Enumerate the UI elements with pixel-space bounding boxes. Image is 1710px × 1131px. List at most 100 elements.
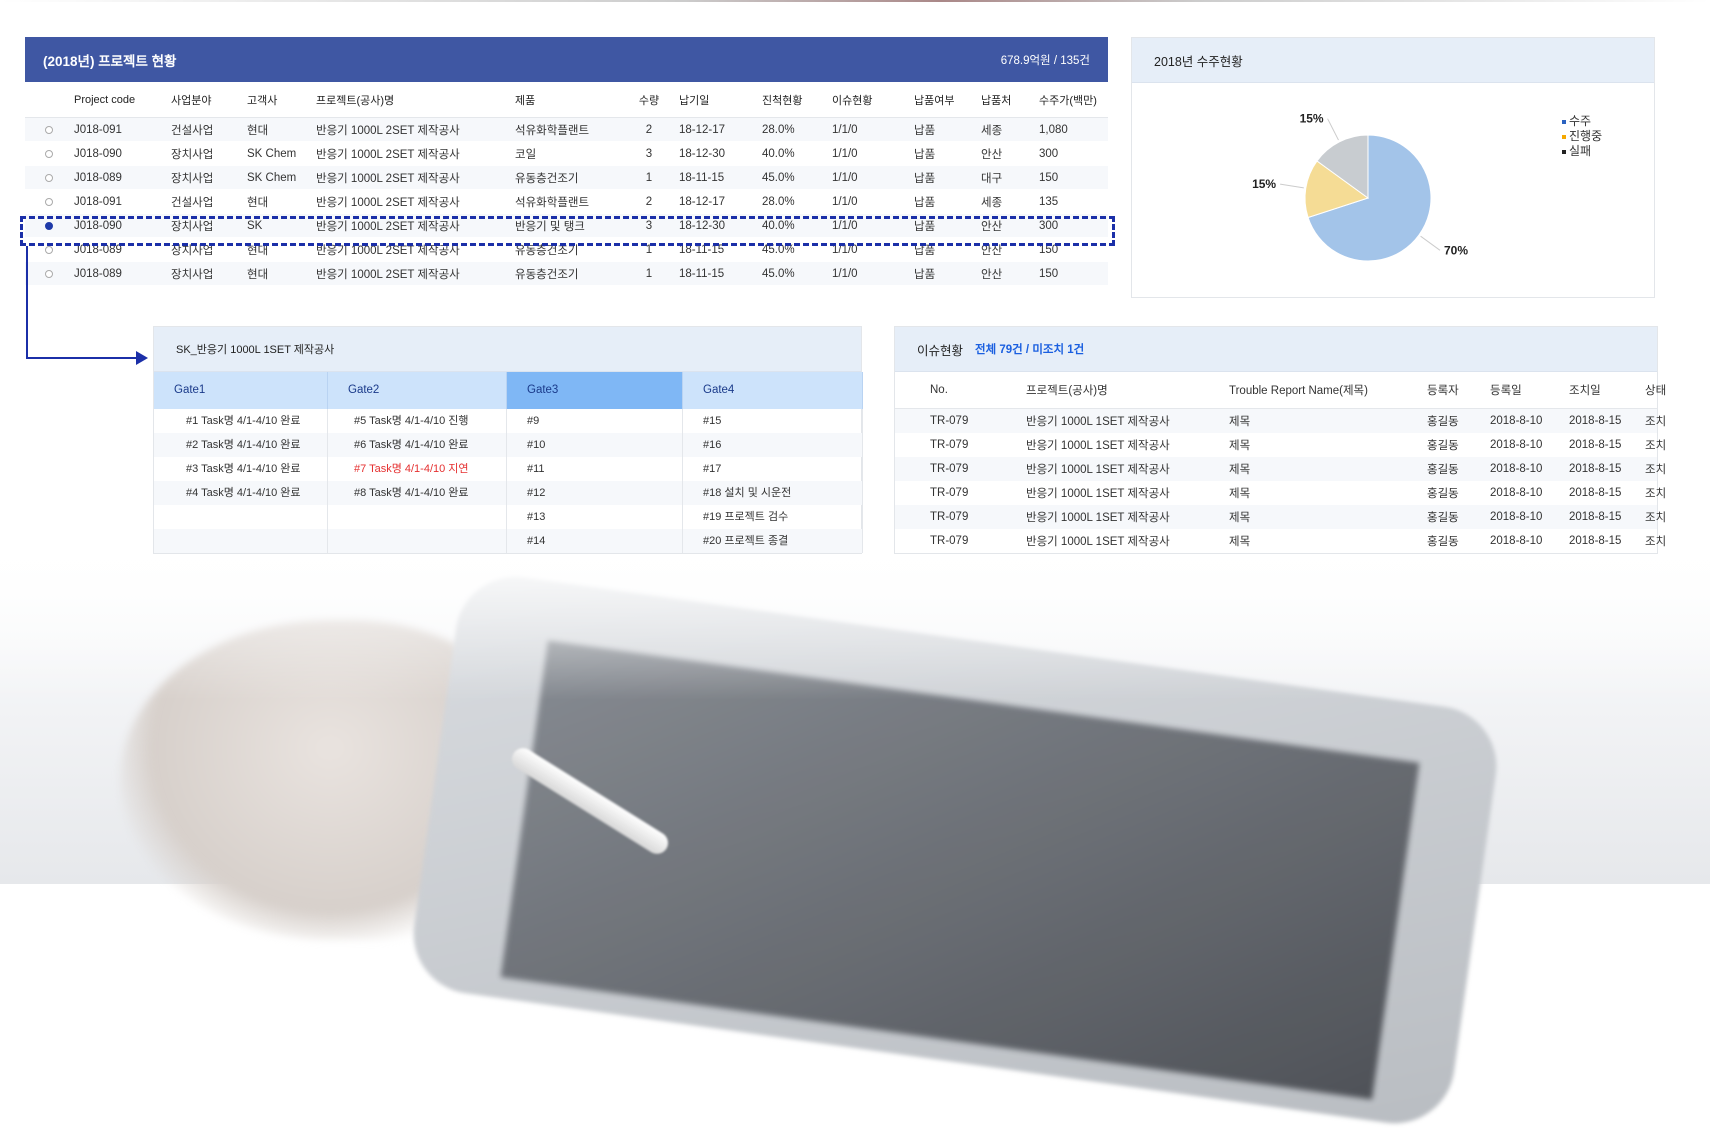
row-radio[interactable] [45,173,53,182]
table-cell: 1/1/0 [832,195,858,208]
issue-row[interactable]: TR-079 반응기 1000L 1SET 제작공사 제목 홍길동 2018-8-10 2… [895,505,1666,529]
issue-row[interactable]: TR-079 반응기 1000L 1SET 제작공사 제목 홍길동 2018-8-10 2… [895,481,1666,505]
issue-cell: 홍길동 [1427,488,1459,500]
table-cell: 장치사업 [171,268,214,281]
table-cell: 현대 [247,244,269,257]
table-cell: 현대 [247,124,269,137]
table-cell: 유동층건조기 [515,244,579,257]
issue-cell: 2018-8-15 [1569,463,1622,475]
row-radio[interactable] [45,245,53,254]
issue-summary-link[interactable]: 전체 79건 / 미조치 1건 [975,344,1085,356]
table-row[interactable]: J018-089 장치사업 현대 반응기 1000L 2SET 제작공사 유동층건조기 1… [25,238,1108,262]
leader-line [1420,235,1441,251]
gate-row: #1 Task명 4/1-4/10 완료 #5 Task명 4/1-4/10 진행… [154,409,863,433]
leader-line [1327,118,1339,141]
row-radio[interactable] [45,269,53,278]
table-cell: 150 [1039,267,1059,280]
gate-task: #12 [507,481,683,505]
gate-task: #17 [683,457,863,481]
issue-row[interactable]: TR-079 반응기 1000L 1SET 제작공사 제목 홍길동 2018-8-10 2… [895,433,1666,457]
legend-item: 진행중 [1562,129,1602,144]
gate-task: #15 [683,409,863,433]
table-cell: J018-089 [74,243,122,256]
table-cell: 납품 [914,196,936,209]
table-cell: 코일 [515,148,537,161]
column-header: 상태 [1645,385,1667,397]
column-header: 프로젝트(공사)명 [1026,385,1108,397]
table-cell: 안산 [981,268,1003,281]
issue-cell: 2018-8-15 [1569,415,1622,427]
issue-row[interactable]: TR-079 반응기 1000L 1SET 제작공사 제목 홍길동 2018-8-10 2… [895,409,1666,433]
table-cell: 1 [645,267,653,280]
gate-panel: SK_반응기 1000L 1SET 제작공사 Gate1 Gate2 Gate3 Ga… [153,326,863,554]
column-header: 수량 [638,94,660,107]
table-cell: 반응기 1000L 2SET 제작공사 [316,172,460,185]
table-cell: 1/1/0 [832,147,858,160]
selected-row-highlight [20,216,1115,246]
gate-task: #5 Task명 4/1-4/10 진행 [328,409,507,433]
legend-label: 진행중 [1569,129,1603,143]
issue-row[interactable]: TR-079 반응기 1000L 1SET 제작공사 제목 홍길동 2018-8-10 2… [895,529,1666,553]
table-cell: 장치사업 [171,172,214,185]
issue-cell: TR-079 [930,535,969,547]
table-cell: 150 [1039,171,1059,184]
table-cell: 18-11-15 [679,243,725,256]
column-header: Project code [74,93,136,106]
radio-cell [25,197,70,206]
table-cell: 150 [1039,243,1059,256]
table-row[interactable]: J018-089 장치사업 현대 반응기 1000L 2SET 제작공사 유동층건조기 1… [25,262,1108,286]
pie-chart: 70% 15% 15% [1252,112,1468,262]
tab-gate3[interactable]: Gate3 [507,372,683,409]
legend-swatch [1562,149,1566,154]
data-label: 15% [1300,112,1324,126]
tab-gate2[interactable]: Gate2 [328,372,507,409]
table-cell: 안산 [981,220,1003,233]
table-row[interactable]: J018-091 건설사업 현대 반응기 1000L 2SET 제작공사 석유화학플랜트… [25,190,1108,214]
table-cell: SK Chem [247,147,297,160]
tab-gate1[interactable]: Gate1 [154,372,328,409]
issue-cell: 조치 [1645,416,1667,428]
table-cell: 28.0% [762,123,795,136]
gate-task: #11 [507,457,683,481]
row-radio[interactable] [45,149,53,158]
table-row[interactable]: J018-090 장치사업 SK Chem 반응기 1000L 2SET 제작공사 코일… [25,142,1108,166]
tab-gate4[interactable]: Gate4 [683,372,863,409]
column-header: 제품 [515,94,536,107]
issue-cell: 2018-8-10 [1490,415,1543,427]
table-cell: 반응기 1000L 2SET 제작공사 [316,148,460,161]
table-cell: SK [247,219,263,232]
issue-cell: 조치 [1645,488,1667,500]
gate-task: #3 Task명 4/1-4/10 완료 [154,457,328,481]
table-cell: 1/1/0 [832,123,858,136]
issue-cell: 2018-8-10 [1490,439,1543,451]
row-radio[interactable] [45,125,53,134]
table-cell: 안산 [981,244,1003,257]
issue-panel-title: 이슈현황 [917,343,964,358]
table-cell: 3 [645,147,653,160]
gate-task: #18 설치 및 시운전 [683,481,863,505]
issue-row[interactable]: TR-079 반응기 1000L 1SET 제작공사 제목 홍길동 2018-8-10 2… [895,457,1666,481]
issue-cell: 홍길동 [1427,464,1459,476]
legend-swatch [1562,119,1566,124]
radio-cell [25,221,70,230]
gate-row: #13 #19 프로젝트 검수 [154,505,863,529]
table-cell: 반응기 1000L 2SET 제작공사 [316,244,460,257]
row-radio[interactable] [45,221,53,230]
pie-slice-실패 [1316,134,1369,199]
gate-row: #3 Task명 4/1-4/10 완료 #7 Task명 4/1-4/10 지연… [154,457,863,481]
column-header: 이슈현황 [832,94,873,107]
table-cell: 18-11-15 [679,171,725,184]
gate-row: #2 Task명 4/1-4/10 완료 #6 Task명 4/1-4/10 완료… [154,433,863,457]
table-cell: 장치사업 [171,244,214,257]
table-row[interactable]: J018-091 건설사업 현대 반응기 1000L 2SET 제작공사 석유화학플랜트… [25,118,1108,142]
issue-panel: 이슈현황 전체 79건 / 미조치 1건 No. 프로젝트(공사)명 Trouble… [894,326,1666,554]
column-header: 프로젝트(공사)명 [316,94,395,107]
issue-cell: 제목 [1229,536,1251,548]
table-row[interactable]: J018-089 장치사업 SK Chem 반응기 1000L 2SET 제작공사 유동… [25,166,1108,190]
column-header: 사업분야 [171,94,212,107]
table-cell: J018-089 [74,267,122,280]
table-cell: 2 [645,123,653,136]
issue-cell: 반응기 1000L 1SET 제작공사 [1026,536,1170,548]
row-radio[interactable] [45,197,53,206]
issue-cell: 제목 [1229,512,1251,524]
